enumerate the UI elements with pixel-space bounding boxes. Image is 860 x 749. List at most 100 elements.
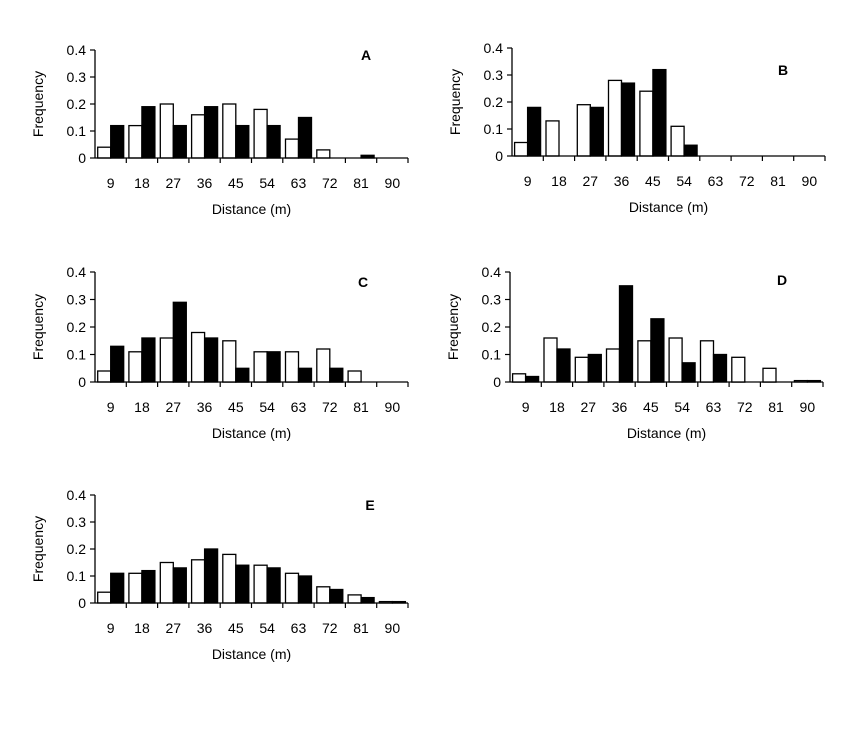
x-tick-label: 18 [551, 173, 567, 189]
bar-series1-63 [284, 138, 300, 159]
x-tick-label: 45 [643, 399, 659, 415]
x-tick-label: 54 [259, 620, 275, 636]
x-tick-label: 27 [165, 620, 181, 636]
x-tick-label: 90 [802, 173, 818, 189]
bar-series2-81 [360, 596, 375, 604]
x-tick-label: 63 [291, 620, 307, 636]
y-tick-label: 0.2 [67, 319, 87, 335]
bar-series2-72 [329, 367, 344, 383]
x-axis-title: Distance (m) [627, 425, 706, 441]
y-tick-label: 0.1 [67, 568, 87, 584]
bar-series2-27 [587, 353, 602, 383]
x-tick-label: 27 [165, 175, 181, 191]
bar-series2-54 [683, 144, 698, 157]
y-axis-title: Frequency [447, 69, 463, 135]
panel-c: 0 0.1 0.2 0.3 0.4 9 18 27 36 45 54 63 72 81 90 Distance… [30, 264, 409, 441]
y-tick-label: 0.2 [67, 96, 87, 112]
bar-series1-45 [637, 340, 652, 383]
bar-series2-9 [526, 106, 542, 157]
bar-series1-27 [574, 356, 589, 383]
x-tick-label: 72 [322, 399, 338, 415]
bar-series2-27 [172, 567, 187, 604]
y-tick-label: 0.1 [482, 347, 502, 363]
bar-series1-54 [253, 564, 268, 604]
x-tick-label: 81 [353, 620, 369, 636]
y-tick-label: 0.3 [67, 292, 87, 308]
bar-series1-63 [699, 340, 715, 383]
y-tick-label: 0.3 [67, 514, 87, 530]
bar-series1-45 [222, 340, 237, 383]
bar-series1-72 [316, 348, 331, 383]
x-tick-label: 63 [706, 399, 722, 415]
bar-series1-54 [668, 337, 683, 383]
y-axis-title: Frequency [445, 294, 461, 360]
bar-series2-45 [652, 68, 667, 157]
x-tick-label: 27 [165, 399, 181, 415]
bar-series1-36 [607, 79, 623, 157]
x-tick-label: 72 [739, 173, 755, 189]
bar-series1-9 [97, 591, 112, 604]
x-tick-label: 36 [197, 620, 213, 636]
bar-series2-18 [556, 348, 571, 383]
y-tick-label: 0 [78, 374, 86, 390]
x-tick-label: 45 [228, 399, 244, 415]
y-tick-label: 0.4 [67, 264, 87, 280]
x-tick-label: 18 [134, 620, 150, 636]
x-tick-label: 72 [737, 399, 753, 415]
panel-a: 0 0.1 0.2 0.3 0.4 9 18 27 36 45 54 63 72 81 90 Distance… [30, 42, 409, 217]
x-tick-label: 9 [107, 399, 115, 415]
x-tick-label: 27 [582, 173, 598, 189]
bar-series1-72 [316, 586, 331, 604]
bar-series1-18 [128, 124, 143, 159]
x-tick-label: 36 [197, 399, 213, 415]
panel-letter: B [778, 62, 788, 78]
panel-d: 0 0.1 0.2 0.3 0.4 9 18 27 36 45 54 63 72 81 90 Distance… [445, 264, 824, 441]
x-tick-label: 9 [107, 175, 115, 191]
x-tick-label: 72 [322, 620, 338, 636]
x-tick-label: 9 [107, 620, 115, 636]
bar-series2-9 [110, 345, 125, 383]
x-tick-label: 54 [259, 399, 275, 415]
y-tick-label: 0 [78, 150, 86, 166]
bar-series2-18 [141, 106, 156, 159]
bar-series2-63 [712, 353, 728, 383]
y-tick-label: 0.1 [67, 123, 87, 139]
bar-series1-18 [543, 337, 558, 383]
bar-series1-36 [190, 559, 206, 604]
bar-series1-27 [576, 104, 591, 157]
x-tick-label: 72 [322, 175, 338, 191]
bar-series1-27 [159, 103, 174, 159]
x-tick-label: 18 [134, 399, 150, 415]
bar-series1-18 [128, 572, 143, 604]
x-tick-label: 18 [549, 399, 565, 415]
x-tick-label: 81 [353, 399, 369, 415]
x-axis-title: Distance (m) [212, 425, 291, 441]
bar-series2-45 [650, 318, 665, 383]
bar-series1-63 [284, 572, 300, 604]
y-axis-title: Frequency [30, 71, 46, 137]
x-tick-label: 90 [385, 620, 401, 636]
x-tick-label: 63 [708, 173, 724, 189]
y-tick-label: 0.2 [67, 541, 87, 557]
bar-series2-27 [589, 106, 604, 157]
x-tick-label: 36 [614, 173, 630, 189]
y-tick-label: 0 [78, 595, 86, 611]
bar-series2-45 [235, 367, 250, 383]
y-tick-label: 0 [493, 374, 501, 390]
panel-letter: C [358, 274, 368, 290]
bar-series1-72 [316, 149, 331, 159]
bar-series1-36 [190, 114, 206, 159]
bar-series2-36 [618, 285, 634, 383]
bar-series2-54 [266, 567, 281, 604]
x-tick-label: 54 [259, 175, 275, 191]
y-tick-label: 0.3 [482, 292, 502, 308]
panel-letter: A [361, 47, 371, 63]
x-tick-label: 63 [291, 175, 307, 191]
x-tick-label: 9 [522, 399, 530, 415]
x-tick-label: 81 [768, 399, 784, 415]
bar-series2-9 [110, 572, 125, 604]
bar-series2-54 [266, 351, 281, 383]
bar-series1-36 [605, 348, 621, 383]
bar-series2-54 [266, 124, 281, 159]
y-tick-label: 0.4 [67, 42, 87, 58]
